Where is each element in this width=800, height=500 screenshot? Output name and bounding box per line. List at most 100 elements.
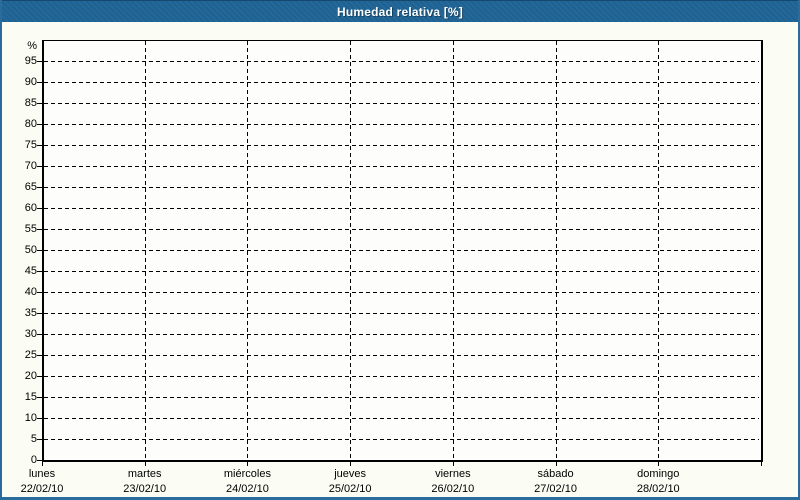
x-axis-label-day: jueves (334, 468, 367, 480)
y-axis-label: 80 (24, 118, 37, 130)
x-axis-label-date: 23/02/10 (123, 483, 167, 495)
y-axis-tick (37, 103, 42, 104)
x-axis-label-day: miércoles (223, 468, 271, 480)
gridline-horizontal (44, 397, 759, 398)
x-axis-tick (555, 462, 557, 466)
gridline-horizontal (44, 61, 759, 62)
x-axis-label-date: 27/02/10 (534, 483, 577, 495)
x-axis-tick (247, 462, 249, 466)
gridline-horizontal (44, 292, 759, 293)
x-axis-label-date: 26/02/10 (431, 483, 475, 495)
y-axis-tick (37, 397, 42, 398)
y-axis-label: 40 (24, 286, 37, 298)
y-axis-label: 50 (24, 244, 37, 256)
x-axis-label-date: 28/02/10 (636, 483, 680, 495)
y-axis-label: 10 (24, 412, 37, 424)
y-axis-tick (37, 208, 42, 209)
x-axis-label-day: martes (127, 468, 162, 480)
gridline-horizontal (44, 334, 759, 335)
gridline-horizontal (44, 229, 759, 230)
x-axis-tick (42, 462, 43, 466)
gridline-horizontal (44, 187, 759, 188)
gridline-horizontal (44, 313, 759, 314)
y-axis-label: 5 (30, 433, 37, 445)
x-axis-line (42, 460, 763, 462)
y-axis-tick (37, 229, 42, 230)
x-axis-tick (144, 462, 146, 466)
gridline-horizontal (44, 271, 759, 272)
gridline-vertical (658, 41, 660, 460)
gridline-horizontal (44, 439, 759, 440)
gridline-horizontal (44, 208, 759, 209)
gridline-vertical (144, 41, 146, 460)
y-axis-label: 85 (24, 97, 37, 109)
chart-area: 0 5 10 15 20 25 30 35 40 45 50 55 60 65 70 75 80 85 90 95% l… (2, 22, 798, 497)
y-axis-unit-label: % (27, 40, 37, 52)
y-axis-tick (37, 334, 42, 335)
y-axis-label: 20 (24, 370, 37, 382)
y-axis-tick (37, 418, 42, 419)
x-axis-tick (761, 462, 762, 466)
x-axis-label-date: 22/02/10 (20, 483, 64, 495)
y-axis-tick (37, 166, 42, 167)
gridline-horizontal (44, 250, 759, 251)
y-axis-tick (37, 145, 42, 146)
y-axis-label: 35 (24, 307, 37, 319)
gridline-horizontal (44, 166, 759, 167)
x-axis-label: lunes 22/02/10 (2, 467, 97, 497)
y-axis-label: 0 (30, 454, 37, 466)
gridline-horizontal (44, 145, 759, 146)
x-axis-label: domingo 28/02/10 (603, 467, 713, 497)
chart-title: Humedad relativa [%] (336, 4, 464, 19)
x-axis-label-date: 24/02/10 (226, 483, 269, 495)
y-axis-tick (37, 313, 42, 314)
gridline-horizontal (44, 124, 759, 125)
y-axis-label: 55 (24, 223, 37, 235)
x-axis-label: viernes 26/02/10 (398, 467, 508, 497)
gridline-horizontal (44, 103, 759, 104)
x-axis-label-day: lunes (28, 468, 56, 480)
x-axis-label-day: viernes (435, 468, 471, 480)
y-axis-label: 25 (24, 349, 37, 361)
plot-border-top (42, 40, 763, 41)
title-bar: Humedad relativa [%] (2, 0, 798, 22)
y-axis-label: 90 (24, 76, 37, 88)
y-axis-tick (37, 61, 42, 62)
x-axis-label-date: 25/02/10 (328, 483, 372, 495)
x-axis-label: miércoles 24/02/10 (192, 467, 302, 497)
plot-area (42, 40, 763, 462)
x-axis-label: sábado 27/02/10 (501, 467, 611, 497)
y-axis-tick (37, 376, 42, 377)
y-axis-tick (37, 82, 42, 83)
x-axis-label: martes 23/02/10 (90, 467, 200, 497)
y-axis-tick (37, 250, 42, 251)
y-axis-tick (37, 355, 42, 356)
gridline-vertical (247, 41, 249, 460)
x-axis-label-day: domingo (637, 468, 680, 480)
y-axis-line (42, 40, 44, 462)
gridline-vertical (350, 41, 352, 460)
x-axis-label-day: sábado (537, 468, 574, 480)
gridline-vertical (555, 41, 557, 460)
gridline-vertical (452, 41, 454, 460)
y-axis-label: 65 (24, 181, 37, 193)
y-axis-tick (37, 439, 42, 440)
y-axis-tick (37, 187, 42, 188)
y-axis-label: 75 (24, 139, 37, 151)
x-axis-tick (350, 462, 352, 466)
y-axis-label: 45 (24, 265, 37, 277)
gridline-horizontal (44, 418, 759, 419)
y-axis-tick (37, 271, 42, 272)
y-axis-tick (37, 292, 42, 293)
gridline-horizontal (44, 82, 759, 83)
y-axis-label: 60 (24, 202, 37, 214)
gridline-horizontal (44, 355, 759, 356)
y-axis-label: 95 (24, 55, 37, 67)
y-axis-tick (37, 460, 42, 461)
y-axis-tick (37, 124, 42, 125)
x-axis-tick (658, 462, 660, 466)
x-axis-tick (452, 462, 454, 466)
y-axis-label: 15 (24, 391, 37, 403)
plot-border-right (761, 40, 763, 462)
